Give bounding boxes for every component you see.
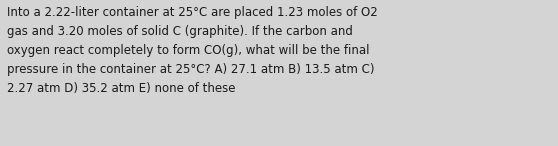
Text: Into a 2.22-liter container at 25°C are placed 1.23 moles of O2
gas and 3.20 mol: Into a 2.22-liter container at 25°C are … <box>7 6 378 95</box>
